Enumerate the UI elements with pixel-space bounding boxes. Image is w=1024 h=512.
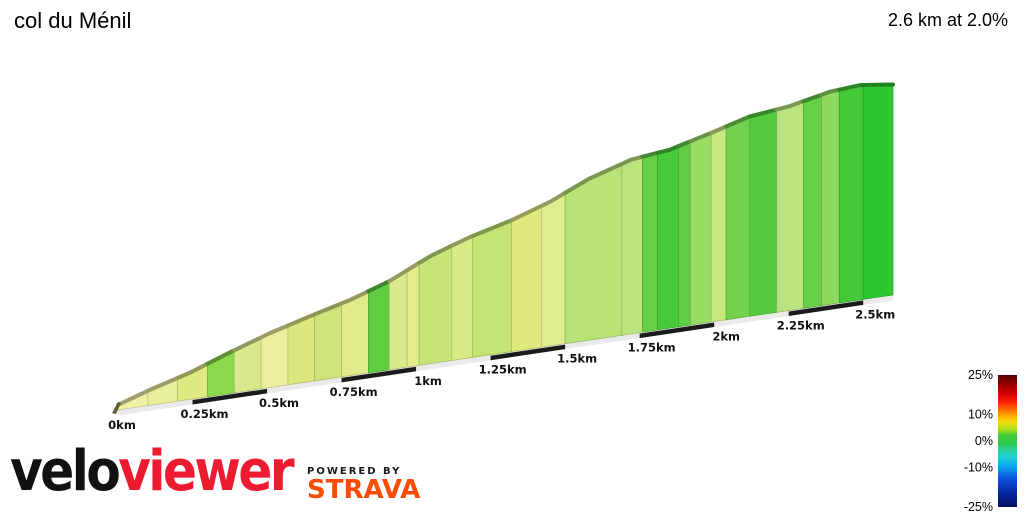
gradient-segment[interactable]	[862, 84, 894, 300]
profile-top-cap	[470, 218, 514, 238]
profile-top-cap	[819, 87, 842, 97]
profile-top-cap	[709, 124, 729, 135]
powered-by-label: POWERED BY	[307, 466, 402, 477]
gradient-segment[interactable]	[657, 146, 679, 331]
profile-top-cap	[774, 99, 806, 112]
gradient-segment[interactable]	[540, 193, 566, 348]
profile-top-cap	[801, 92, 824, 104]
veloviewer-logo-viewer: viewer	[118, 439, 294, 504]
x-axis-label: 2.5km	[855, 307, 895, 321]
gradient-segment[interactable]	[388, 270, 408, 371]
x-axis-label: 1km	[414, 374, 442, 388]
x-axis-label: 2.25km	[777, 319, 825, 333]
x-axis-label: 1.75km	[628, 341, 676, 355]
profile-top-cap	[688, 130, 714, 144]
profile-top-cap	[417, 243, 454, 265]
gradient-segment[interactable]	[838, 85, 864, 304]
gradient-legend-bar	[998, 375, 1017, 507]
profile-top-cap	[724, 114, 752, 129]
strava-attribution[interactable]: POWERED BY STRAVA	[307, 466, 420, 504]
gradient-segment[interactable]	[418, 245, 453, 366]
gradient-segment[interactable]	[511, 206, 542, 353]
x-axis-label: 0.25km	[180, 407, 228, 421]
profile-top-cap	[339, 289, 371, 306]
profile-top-cap	[640, 150, 660, 159]
x-axis-label: 0.5km	[259, 396, 299, 410]
profile-top-cap	[861, 82, 895, 87]
profile-top-cap	[563, 161, 624, 195]
profile-top-cap	[509, 204, 544, 223]
climb-summary: 2.6 km at 2.0%	[887, 10, 1008, 30]
profile-top-cap	[116, 388, 150, 407]
gradient-segment[interactable]	[621, 157, 643, 336]
gradient-segment[interactable]	[368, 281, 390, 374]
x-axis-label: 1.5km	[557, 352, 597, 366]
profile-top-cap	[312, 301, 344, 317]
gradient-segment[interactable]	[341, 291, 369, 378]
profile-top-cap	[619, 154, 645, 166]
profile-top-cap	[175, 361, 210, 380]
x-axis-label: 0.75km	[330, 385, 378, 399]
x-axis-label: 0km	[108, 418, 136, 432]
gradient-segment[interactable]	[776, 101, 804, 313]
axis-dash	[639, 322, 715, 339]
x-axis-baseline	[118, 295, 893, 416]
gradient-segment[interactable]	[749, 109, 778, 317]
profile-top-cap	[259, 323, 290, 340]
gradient-legend-label: 25%	[968, 368, 993, 382]
gradient-segment[interactable]	[710, 126, 727, 323]
gradient-segment[interactable]	[451, 236, 474, 361]
profile-top-cap	[405, 261, 422, 273]
profile-top-cap	[366, 279, 392, 294]
x-axis-label: 2km	[712, 330, 740, 344]
gradient-legend-label: 0%	[975, 434, 993, 448]
profile-top-cap	[747, 107, 779, 119]
gradient-segment[interactable]	[642, 153, 658, 333]
profile-top-cap	[285, 312, 317, 328]
profile-start-cap	[112, 402, 121, 414]
profile-top-cap	[145, 376, 180, 393]
gradient-segment[interactable]	[472, 220, 512, 358]
axis-dash	[341, 366, 417, 383]
gradient-segment[interactable]	[689, 133, 712, 326]
gradient-segment[interactable]	[803, 95, 822, 309]
profile-top-cap	[387, 268, 410, 284]
profile-area[interactable]	[112, 82, 895, 415]
gradient-segment[interactable]	[406, 263, 420, 368]
gradient-segment[interactable]	[314, 303, 342, 382]
page-title: col du Ménil	[14, 8, 132, 33]
gradient-segment[interactable]	[725, 116, 751, 321]
x-axis-labels: 0km 0.25km 0.5km 0.75km 1km 1.25km 1.5km 1.75km…	[108, 307, 895, 432]
axis-dash	[788, 300, 864, 316]
profile-top-cap	[676, 139, 693, 149]
gradient-legend-label: -25%	[964, 500, 993, 512]
axis-dash	[490, 344, 566, 361]
gradient-segment[interactable]	[678, 141, 691, 328]
profile-top-cap	[232, 335, 264, 353]
x-axis-label: 1.25km	[479, 363, 527, 377]
gradient-legend-label: 10%	[968, 408, 993, 422]
gradient-segment[interactable]	[821, 90, 840, 307]
axis-dash	[192, 388, 268, 405]
veloviewer-logo[interactable]: veloviewer	[10, 444, 295, 500]
profile-top-cap	[539, 190, 568, 208]
profile-top-cap	[655, 144, 681, 155]
veloviewer-logo-velo: velo	[10, 439, 121, 504]
gradient-legend: 25% 10% 0% -10% -25%	[964, 368, 1017, 512]
strava-logo: STRAVA	[307, 475, 421, 505]
gradient-legend-label: -10%	[964, 460, 993, 474]
gradient-segment[interactable]	[564, 164, 623, 345]
